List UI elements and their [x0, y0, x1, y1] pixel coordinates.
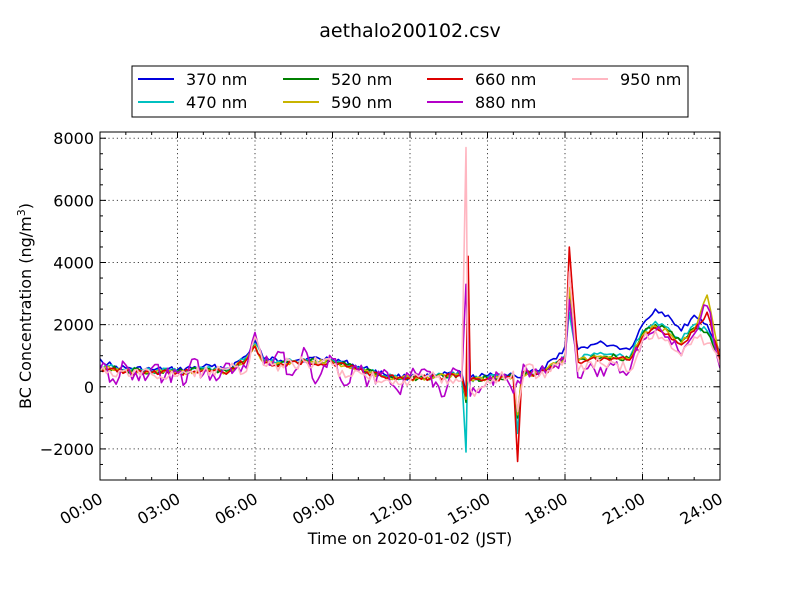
legend-label: 880 nm: [475, 93, 536, 112]
grid: [100, 132, 720, 480]
x-tick-label: 12:00: [367, 489, 416, 529]
legend: 370 nm 470 nm 520 nm 590 nm 660 nm 880 nm 950 …: [131, 65, 689, 118]
legend-label: 950 nm: [620, 70, 681, 89]
x-tick-label: 15:00: [444, 489, 493, 529]
series-layer: [100, 146, 720, 463]
y-tick-label: 0: [84, 378, 94, 397]
x-tick-label: 03:00: [134, 489, 183, 529]
x-axis-title: Time on 2020-01-02 (JST): [307, 529, 512, 548]
x-tick-label: 06:00: [212, 489, 261, 529]
series-line-950-nm: [100, 146, 720, 413]
y-tick-label: 6000: [53, 191, 94, 210]
plot-frame: [99, 131, 721, 481]
legend-label: 520 nm: [331, 70, 392, 89]
legend-label: 590 nm: [331, 93, 392, 112]
legend-label: 370 nm: [186, 70, 247, 89]
legend-box: [131, 65, 689, 118]
y-axis-title-superscript: 3: [15, 209, 28, 216]
y-tick-label: 4000: [53, 254, 94, 273]
y-tick-label: 8000: [53, 129, 94, 148]
x-tick-label: 09:00: [289, 489, 338, 529]
y-axis-title-text: BC Concentration (ng/m: [16, 216, 35, 409]
ticks: 00:00 03:00 06:00 09:00 12:00 15:00 18:00 21:00…: [40, 129, 726, 528]
x-tick-label: 18:00: [522, 489, 571, 529]
x-tick-label: 00:00: [57, 489, 106, 529]
legend-label: 470 nm: [186, 93, 247, 112]
legend-label: 660 nm: [475, 70, 536, 89]
x-tick-label: 21:00: [599, 489, 648, 529]
y-tick-label: −2000: [40, 440, 94, 459]
y-axis-title-close: ): [16, 203, 35, 209]
chart-title: aethalo200102.csv: [319, 20, 501, 42]
x-tick-label: 24:00: [677, 489, 726, 529]
plot-layer: 00:00 03:00 06:00 09:00 12:00 15:00 18:00 21:00…: [40, 129, 726, 528]
y-axis-title: BC Concentration (ng/m3): [15, 203, 35, 409]
y-tick-label: 2000: [53, 316, 94, 335]
